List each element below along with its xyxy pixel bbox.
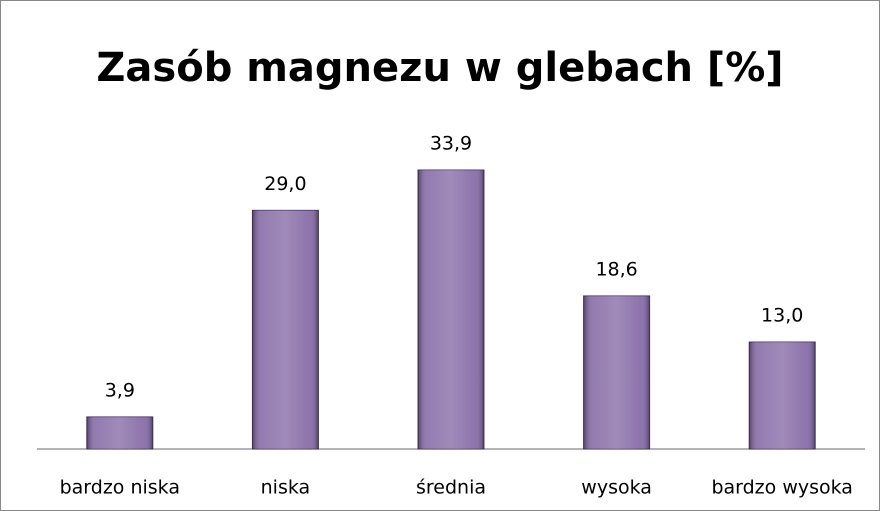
x-tick-label: wysoka: [581, 477, 652, 499]
value-label: 13,0: [761, 305, 803, 327]
bar: [86, 416, 154, 450]
x-tick-label: średnia: [416, 477, 486, 499]
value-label: 29,0: [264, 173, 306, 195]
value-label: 3,9: [105, 379, 135, 401]
bar: [583, 295, 651, 450]
bar: [251, 209, 319, 450]
value-label: 18,6: [595, 258, 637, 280]
value-label: 33,9: [430, 133, 472, 155]
bar: [748, 341, 816, 450]
bar: [417, 169, 485, 450]
chart-title: Zasób magnezu w glebach [%]: [96, 45, 783, 91]
x-tick-label: niska: [261, 477, 311, 499]
x-tick-label: bardzo wysoka: [711, 477, 853, 499]
x-tick-label: bardzo niska: [60, 477, 180, 499]
